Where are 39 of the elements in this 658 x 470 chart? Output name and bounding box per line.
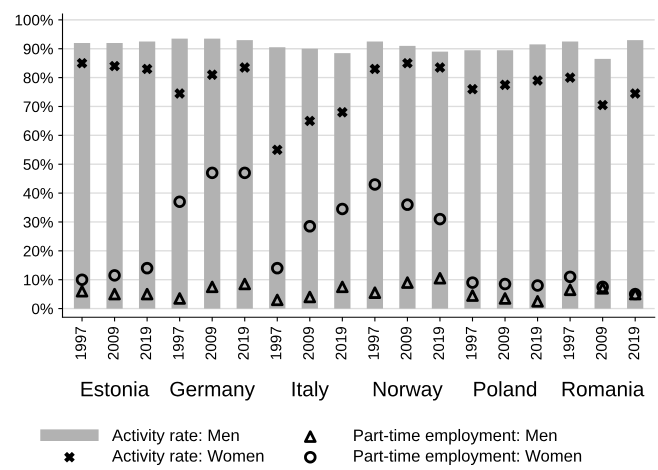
x-tick-label: 1997	[466, 327, 477, 360]
y-tick-label: 30%	[23, 216, 53, 228]
legend-label: Part-time employment: Women	[354, 449, 582, 466]
y-tick-label: 80%	[24, 72, 53, 84]
text: Norway	[374, 382, 443, 401]
x-tick-label: 1997	[172, 327, 184, 360]
text: Estonia	[82, 381, 150, 396]
x-tick-label: 1997	[270, 327, 282, 360]
legend-label: Part-time employment: Men	[354, 428, 556, 444]
x-tick-label: 2019	[140, 327, 152, 360]
y-tick-label: 50%	[24, 159, 53, 170]
y-tick-label: 40%	[23, 188, 53, 199]
text: Italy	[292, 381, 329, 401]
y-tick-label: 60%	[24, 130, 53, 142]
x-tick-label: 2019	[336, 327, 346, 360]
y-tick-label: 10%	[24, 274, 53, 286]
x-tick-label: 1997	[368, 327, 379, 360]
text: Poland	[474, 381, 536, 396]
x-tick-label: 2019	[530, 327, 542, 360]
x-tick-label: 1997	[563, 327, 574, 360]
text: Germany	[170, 382, 255, 401]
x-tick-label: 1997	[75, 327, 86, 360]
x-tick-label: 2009	[303, 327, 314, 360]
legend-label: Activity rate: Women	[112, 449, 264, 466]
y-tick-label: 90%	[24, 44, 53, 54]
y-tick-label: 70%	[24, 101, 53, 112]
x-tick-label: 2009	[400, 327, 412, 360]
x-tick-label: 2019	[238, 327, 249, 360]
text: Romania	[562, 381, 644, 396]
y-tick-label: 0%	[32, 303, 53, 314]
x-tick-label: 2009	[498, 327, 510, 360]
x-tick-label: 2009	[205, 327, 216, 360]
x-tick-label: 2019	[628, 327, 640, 360]
x-tick-label: 2009	[596, 327, 607, 360]
legend-label: Activity rate: Men	[112, 428, 239, 444]
y-tick-label: 20%	[24, 246, 53, 257]
y-tick-label: 100%	[16, 14, 53, 26]
x-tick-label: 2009	[108, 327, 119, 360]
x-tick-label: 2019	[433, 327, 444, 360]
